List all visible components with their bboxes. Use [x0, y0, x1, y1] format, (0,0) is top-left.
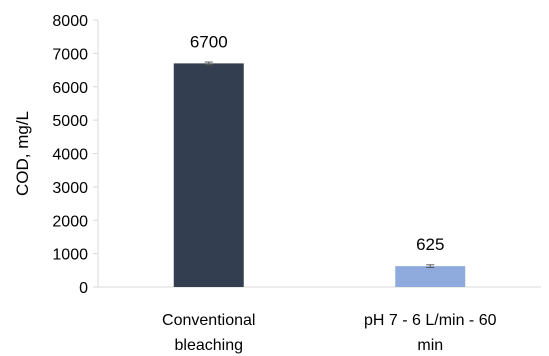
y-tick-label: 8000: [52, 13, 88, 30]
bar: [395, 266, 466, 287]
y-tick-label: 6000: [52, 80, 88, 97]
y-tick-label: 1000: [52, 247, 88, 264]
category-labels: Conventional bleaching pH 7 - 6 L/min - 60…: [162, 312, 497, 354]
y-tick-label: 0: [79, 280, 88, 297]
category-label-line: bleaching: [175, 337, 244, 354]
y-tick-label: 7000: [52, 46, 88, 63]
error-bars: [204, 61, 435, 268]
y-tick-label: 3000: [52, 180, 88, 197]
category-label: pH 7 - 6 L/min - 60 min: [364, 312, 497, 354]
y-tick-label: 2000: [52, 213, 88, 230]
data-labels: 6700 625: [190, 32, 445, 254]
category-label-line: pH 7 - 6 L/min - 60: [364, 312, 497, 329]
data-label: 625: [416, 235, 444, 254]
y-axis-label: COD, mg/L: [13, 111, 32, 196]
bars: [173, 63, 466, 288]
y-axis-ticks: 0 1000 2000 3000 4000 5000 6000 7000 8000: [52, 13, 98, 297]
y-tick-label: 4000: [52, 147, 88, 164]
data-label: 6700: [190, 32, 228, 51]
category-label-line: Conventional: [162, 312, 255, 329]
category-label: Conventional bleaching: [162, 312, 255, 354]
bar: [173, 63, 244, 288]
y-tick-label: 5000: [52, 113, 88, 130]
category-label-line: min: [417, 337, 443, 354]
